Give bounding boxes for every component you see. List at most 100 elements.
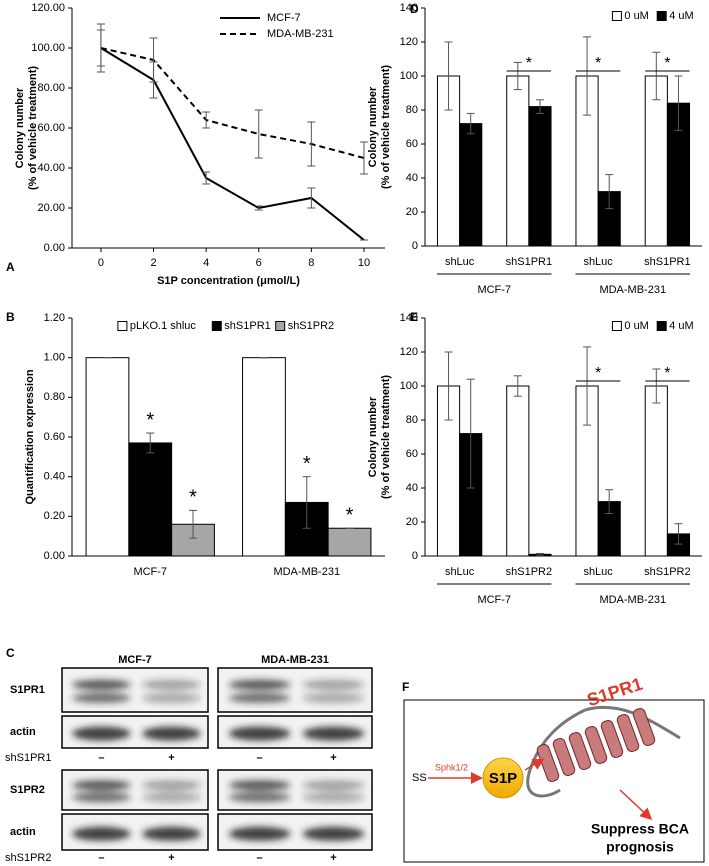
band: [302, 780, 365, 791]
band: [302, 826, 365, 841]
error-bar: [513, 375, 522, 397]
bar: [528, 106, 552, 247]
panel-letter: F: [402, 680, 409, 694]
y-tick-label: 60: [406, 138, 418, 150]
band: [228, 679, 291, 690]
bar: [128, 442, 173, 557]
blot-frame: [61, 769, 209, 811]
y-tick-label: 120.00: [31, 2, 65, 14]
y-axis-label: Colony number: [367, 396, 379, 477]
x-axis-label: S1P concentration (μmol/L): [157, 275, 300, 287]
bar: [327, 527, 372, 557]
y-axis-label: Colony number: [367, 86, 379, 167]
band: [142, 792, 201, 803]
panel-letter: B: [6, 310, 15, 324]
x-tick-label: shLuc: [445, 256, 475, 268]
x-tick-label: shLuc: [445, 566, 475, 578]
bar: [644, 75, 668, 247]
legend-swatch: [656, 321, 667, 331]
error-bar: [359, 141, 368, 175]
significance-mark: *: [303, 453, 311, 475]
legend-label: 0 uM: [624, 10, 648, 22]
legend-swatch: [611, 321, 622, 331]
lane-label: +: [330, 752, 336, 764]
group-label: MDA-MB-231: [599, 594, 666, 606]
y-tick-label: 0: [412, 550, 418, 562]
line-series: [100, 47, 365, 159]
target-label: S1PR1: [10, 684, 45, 696]
band: [142, 780, 201, 791]
significance-mark: *: [189, 487, 197, 509]
panel-letter: C: [6, 646, 15, 660]
band: [72, 780, 131, 791]
x-tick-label: MCF-7: [133, 566, 167, 578]
legend-swatch: [211, 321, 222, 331]
band: [72, 679, 131, 690]
band: [142, 679, 201, 690]
significance-mark: *: [595, 365, 601, 382]
legend-swatch: [656, 11, 667, 21]
lane-label: –: [98, 852, 104, 864]
condition-label: shS1PR1: [5, 752, 51, 764]
band: [228, 792, 291, 803]
error-bar: [583, 346, 592, 426]
error-bar: [202, 111, 211, 129]
error-bar: [146, 432, 155, 454]
band: [302, 679, 365, 690]
y-axis-label: (% of vehicle treatment): [380, 375, 392, 499]
band: [228, 692, 291, 703]
x-tick-label: shS1PR1: [644, 256, 690, 268]
y-tick-label: 0: [412, 240, 418, 252]
blot-frame: [61, 667, 209, 713]
error-bar: [444, 41, 453, 111]
western-blot: C MCF-7 MDA-MB-231 S1PR1 actin shS1PR1 – + – + S1P…: [5, 646, 373, 864]
y-axis-label: (% of vehicle treatment): [27, 66, 39, 190]
blot-bands: [228, 780, 365, 803]
cell-line-label: MDA-MB-231: [261, 654, 329, 666]
x-tick-label: shS1PR2: [506, 566, 552, 578]
legend-label: pLKO.1 shluc: [130, 320, 197, 332]
error-bar: [535, 552, 544, 556]
error-bar: [189, 509, 198, 539]
band: [142, 826, 201, 841]
legend-label: 4 uM: [669, 320, 693, 332]
y-tick-label: 0.60: [44, 431, 65, 443]
error-bar: [149, 37, 158, 83]
significance-mark: *: [146, 409, 154, 431]
y-tick-label: 60.00: [37, 122, 65, 134]
legend-label: 0 uM: [624, 320, 648, 332]
blot-bands: [72, 726, 201, 741]
bar: [85, 357, 130, 557]
source-label: SS: [412, 772, 427, 784]
band: [142, 692, 201, 703]
outcome-label: prognosis: [606, 839, 674, 855]
y-tick-label: 80.00: [37, 82, 65, 94]
significance-mark: *: [664, 365, 670, 382]
y-tick-label: 60: [406, 448, 418, 460]
line-series: [100, 47, 365, 241]
significance-mark: *: [664, 55, 670, 72]
y-tick-label: 0.80: [44, 391, 65, 403]
diagram: F S1PR1 SS Sphk1/2 S1P Suppress BCA prog…: [402, 674, 705, 863]
enzyme-label: Sphk1/2: [435, 762, 468, 772]
y-tick-label: 0.00: [44, 550, 65, 562]
ligand-label: S1P: [489, 770, 517, 787]
error-bar: [202, 171, 211, 185]
error-bar: [302, 476, 311, 529]
error-bar: [652, 368, 661, 404]
blot-bands: [72, 780, 201, 803]
y-tick-label: 100: [400, 380, 418, 392]
arrow: [619, 789, 653, 821]
bar: [242, 357, 286, 557]
y-tick-label: 40.00: [37, 162, 65, 174]
legend-label: MDA-MB-231: [267, 28, 334, 40]
x-tick-label: 2: [150, 257, 156, 269]
bar: [459, 123, 483, 247]
x-tick-label: shLuc: [583, 566, 613, 578]
band: [228, 826, 291, 841]
legend-swatch: [117, 321, 128, 331]
x-tick-label: 6: [256, 257, 262, 269]
band: [302, 726, 365, 741]
